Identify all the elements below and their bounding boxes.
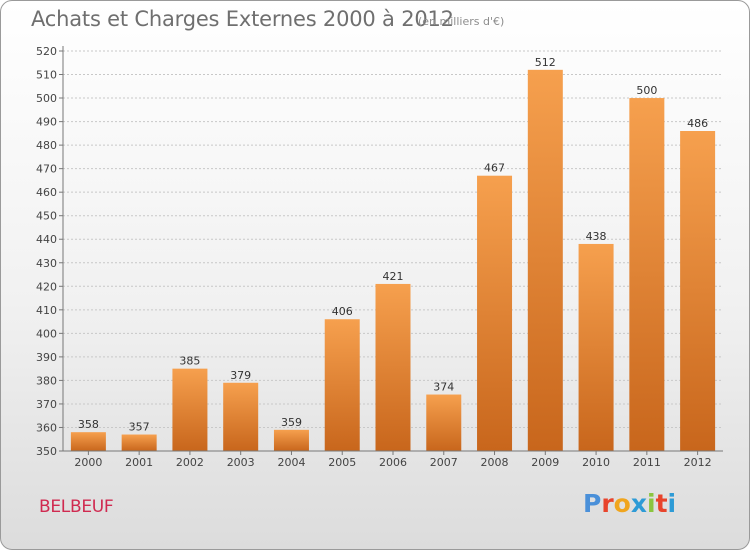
y-tick-label: 470 <box>36 163 57 176</box>
chart-subtitle: (en milliers d'€) <box>418 15 505 28</box>
data-label: 500 <box>636 84 657 97</box>
axes: 350 360 370 380 390 400 410 420 430 440 450 460 470 4… <box>36 45 723 469</box>
x-tick-label: 2010 <box>582 456 610 469</box>
x-tick-label: 2011 <box>633 456 661 469</box>
x-tick-label: 2004 <box>277 456 305 469</box>
bar <box>578 243 614 451</box>
bar <box>527 69 563 451</box>
x-tick-label: 2008 <box>481 456 509 469</box>
y-tick-label: 350 <box>36 445 57 458</box>
x-tick-label: 2002 <box>176 456 204 469</box>
logo-letter: r <box>601 489 614 518</box>
data-label: 358 <box>78 418 99 431</box>
bar <box>426 394 462 451</box>
data-label: 512 <box>535 56 556 69</box>
y-tick-label: 500 <box>36 92 57 105</box>
y-tick-label: 510 <box>36 69 57 82</box>
logo-letter: i <box>667 489 677 518</box>
logo-letter: o <box>613 489 631 518</box>
data-label: 357 <box>129 421 150 434</box>
y-tick-label: 460 <box>36 186 57 199</box>
bars <box>70 69 716 452</box>
bar <box>680 131 716 451</box>
y-tick-label: 450 <box>36 210 57 223</box>
bar <box>172 368 208 451</box>
x-tick-label: 2007 <box>430 456 458 469</box>
bar <box>121 434 157 451</box>
bar <box>324 319 360 451</box>
x-tick-label: 2005 <box>328 456 356 469</box>
y-tick-label: 360 <box>36 421 57 434</box>
logo-letter: x <box>630 489 647 518</box>
data-label: 421 <box>383 270 404 283</box>
y-tick-label: 490 <box>36 116 57 129</box>
data-label: 385 <box>179 355 200 368</box>
data-label: 467 <box>484 162 505 175</box>
bar <box>273 429 309 451</box>
data-label: 438 <box>586 230 607 243</box>
bar <box>223 382 259 451</box>
y-tick-label: 430 <box>36 257 57 270</box>
y-tick-label: 420 <box>36 280 57 293</box>
data-label: 359 <box>281 416 302 429</box>
labels: 358 357 385 379 359 406 421 374 467 512 438 500 486 <box>78 56 708 434</box>
y-tick-label: 400 <box>36 327 57 340</box>
commune-name: BELBEUF <box>39 497 114 517</box>
x-tick-label: 2000 <box>74 456 102 469</box>
bar <box>375 283 411 451</box>
bar <box>70 432 106 451</box>
bar <box>629 98 665 451</box>
data-label: 406 <box>332 305 353 318</box>
y-tick-label: 370 <box>36 398 57 411</box>
y-tick-label: 520 <box>36 45 57 58</box>
proxiti-logo: Proxiti <box>583 489 676 518</box>
data-label: 379 <box>230 369 251 382</box>
logo-letter: i <box>647 489 656 518</box>
x-tick-label: 2009 <box>531 456 559 469</box>
y-tick-label: 390 <box>36 351 57 364</box>
chart-title: Achats et Charges Externes 2000 à 2012 <box>31 7 454 31</box>
y-tick-label: 380 <box>36 374 57 387</box>
y-tick-label: 410 <box>36 304 57 317</box>
bar <box>477 175 513 452</box>
data-label: 486 <box>687 117 708 130</box>
x-tick-label: 2001 <box>125 456 153 469</box>
x-tick-label: 2006 <box>379 456 407 469</box>
y-tick-label: 480 <box>36 139 57 152</box>
logo-letter: t <box>655 489 668 518</box>
data-label: 374 <box>433 381 454 394</box>
x-tick-label: 2003 <box>227 456 255 469</box>
y-tick-label: 440 <box>36 233 57 246</box>
x-tick-label: 2012 <box>684 456 712 469</box>
logo-letter: P <box>583 489 602 518</box>
